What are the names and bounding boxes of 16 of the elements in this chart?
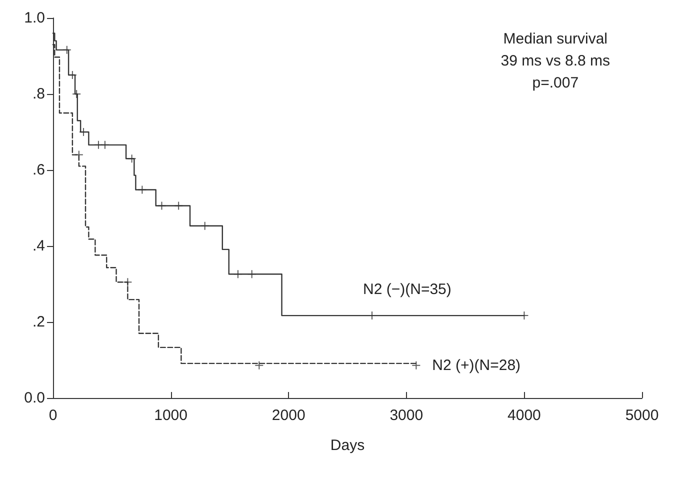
x-axis-title: Days — [330, 437, 365, 454]
y-tick-label: 0.0 — [24, 390, 45, 406]
y-tick-label: 1.0 — [24, 10, 45, 26]
x-tick-label: 2000 — [272, 407, 306, 424]
series-label: N2 (+)(N=28) — [432, 356, 521, 374]
y-tick-label: .6 — [32, 162, 45, 178]
x-tick-label: 4000 — [508, 407, 541, 424]
x-tick-label: 1000 — [154, 407, 188, 424]
x-tick-label: 3000 — [390, 407, 424, 424]
series-label: N2 (−)(N=35) — [363, 281, 452, 298]
y-tick-label: .4 — [32, 238, 45, 254]
y-tick-label: .8 — [32, 86, 45, 102]
x-tick-label: 0 — [48, 407, 58, 424]
x-tick-label: 5000 — [625, 407, 659, 424]
y-tick-label: .2 — [32, 314, 45, 330]
annotation: Median survival 39 ms vs 8.8 ms p=.007 — [500, 30, 610, 92]
